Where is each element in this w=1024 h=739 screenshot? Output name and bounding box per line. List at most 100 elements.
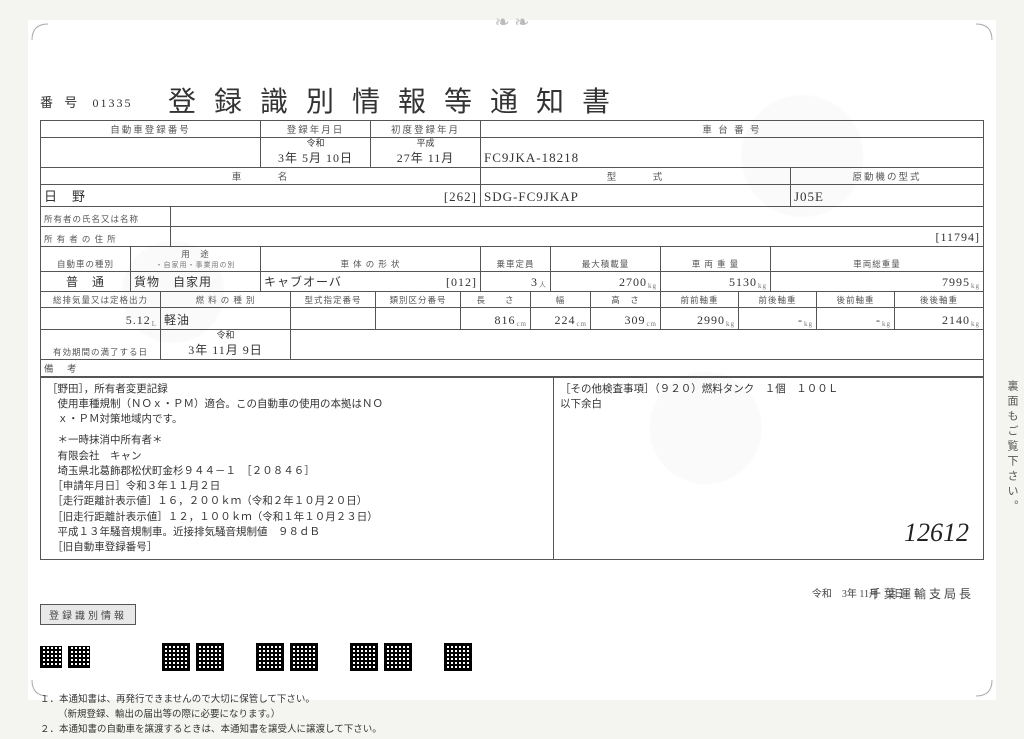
disp-label: 総排気量又は定格出力 xyxy=(41,292,161,307)
ff-num: 2990 xyxy=(697,313,725,328)
reg-date-era: 令和 xyxy=(306,139,324,149)
note-line: （新規登録、輸出の届出等の際に必要になります。） xyxy=(40,708,984,723)
qr-icon xyxy=(290,643,318,671)
chassis-label: 車 台 番 号 xyxy=(481,121,983,137)
load-value: 2700kg xyxy=(551,272,661,291)
weight-label: 車 両 重 量 xyxy=(661,247,771,271)
document-number-value: 01335 xyxy=(93,96,133,110)
disp-value: 5.12L xyxy=(41,308,161,329)
issue-date: 令和 3年 11月 2日 xyxy=(40,585,984,600)
remarks-line: ＊一時抹消中所有者＊ xyxy=(47,433,547,448)
reg-date-text: 3年 5月 10日 xyxy=(278,149,353,166)
qr-icon xyxy=(350,643,378,671)
ff-unit: kg xyxy=(726,320,735,328)
remarks-line: ［旧走行距離計表示値］１２，１００ｋｍ（令和１年１０月２３日） xyxy=(47,510,547,525)
reg-date-value: 令和 3年 5月 10日 xyxy=(261,138,371,167)
use-sublabel: ・自家用・事業用の別 xyxy=(156,260,236,270)
qr-icon xyxy=(40,646,62,668)
hei-num: 309 xyxy=(624,313,645,328)
document-number-label: 番 号 xyxy=(40,95,81,110)
load-unit: kg xyxy=(648,282,657,290)
remarks-line: ｘ・ＰＭ対策地域内です。 xyxy=(47,412,547,427)
first-reg-label: 初度登録年月 xyxy=(371,121,481,137)
cap-label: 乗車定員 xyxy=(481,247,551,271)
ff-label: 前前軸重 xyxy=(661,292,739,307)
owner-addr-value: [11794] xyxy=(171,227,983,246)
class-label: 自動車の種別 xyxy=(41,247,131,271)
remarks-left: ［野田］，所有者変更記録 使用車種規制（ＮＯｘ・ＰＭ）適合。この自動車の使用の本… xyxy=(41,378,553,559)
owner-addr-code: [11794] xyxy=(935,230,980,245)
fr-label: 前後軸重 xyxy=(739,292,817,307)
footer: 令和 3年 11月 2日 千葉運輸支局長 登録識別情報 １．本通知書は、再発行で… xyxy=(40,585,984,739)
expiry-era: 令和 xyxy=(216,331,234,341)
qr-icon xyxy=(384,643,412,671)
wid-unit: cm xyxy=(576,320,587,328)
qr-icon xyxy=(256,643,284,671)
car-name-code: [262] xyxy=(444,189,477,205)
wid-value: 224cm xyxy=(531,308,591,329)
reginfo-label: 登録識別情報 xyxy=(40,604,136,625)
use-value: 貨物 自家用 xyxy=(131,272,261,291)
side-note: 裏面もご覧下さい。 xyxy=(1004,380,1020,515)
wid-num: 224 xyxy=(554,313,575,328)
remarks-line: 有限会社 キャン xyxy=(47,449,547,464)
remarks-right: ［その他検査事項］（９２０）燃料タンク １個 １００Ｌ 以下余白 12612 xyxy=(553,378,983,559)
owner-addr-label: 所 有 者 の 住 所 xyxy=(41,227,171,246)
hei-label: 高 さ xyxy=(591,292,661,307)
disp-unit: L xyxy=(152,320,157,328)
reg-no-value xyxy=(41,138,261,167)
car-type-value: SDG-FC9JKAP xyxy=(481,185,791,206)
len-value: 816cm xyxy=(461,308,531,329)
len-unit: cm xyxy=(516,320,527,328)
class-value: 普 通 xyxy=(41,272,131,291)
remarks-label: 備 考 xyxy=(41,360,983,376)
rf-num: - xyxy=(876,313,881,328)
document-page: ❧ ❧ 番 号 01335 登録識別情報等通知書 裏面もご覧下さい。 自動車登録… xyxy=(28,20,996,700)
rf-unit: kg xyxy=(882,320,891,328)
qr-icon xyxy=(196,643,224,671)
qr-icon xyxy=(162,643,190,671)
body-label: 車 体 の 形 状 xyxy=(261,247,481,271)
use-label: 用 途 ・自家用・事業用の別 xyxy=(131,247,261,271)
gross-label: 車両総重量 xyxy=(771,247,983,271)
rr-num: 2140 xyxy=(942,313,970,328)
engine-label: 原動機の型式 xyxy=(791,168,983,184)
catno-label: 類別区分番号 xyxy=(376,292,461,307)
remarks-line: ［野田］，所有者変更記録 xyxy=(47,382,547,397)
owner-name-value xyxy=(171,207,983,226)
engine-value: J05E xyxy=(791,185,983,206)
typeno-value xyxy=(291,308,376,329)
first-reg-text: 27年 11月 xyxy=(397,149,455,166)
wid-label: 幅 xyxy=(531,292,591,307)
weight-unit: kg xyxy=(758,282,767,290)
car-name-text: 日 野 xyxy=(44,186,86,205)
remarks-line: 埼玉県北葛飾郡松伏町金杉９４４－１ ［２０８４６］ xyxy=(47,464,547,479)
qr-icon xyxy=(444,643,472,671)
expiry-date: 3年 11月 9日 xyxy=(188,341,263,358)
ff-value: 2990kg xyxy=(661,308,739,329)
fr-value: -kg xyxy=(739,308,817,329)
reg-date-label: 登録年月日 xyxy=(261,121,371,137)
signature: 12612 xyxy=(904,514,969,552)
note-line: １．本通知書は、再発行できませんので大切に保管して下さい。 xyxy=(40,693,984,708)
use-label-text: 用 途 xyxy=(181,248,210,260)
reg-no-label: 自動車登録番号 xyxy=(41,121,261,137)
fuel-value: 軽油 xyxy=(161,308,291,329)
cap-num: 3 xyxy=(531,275,538,290)
gross-num: 7995 xyxy=(942,275,970,290)
main-table: 自動車登録番号 登録年月日 初度登録年月 車 台 番 号 令和 3年 5月 10… xyxy=(40,120,984,560)
car-name-value: 日 野 [262] xyxy=(41,185,481,206)
load-label: 最大積載量 xyxy=(551,247,661,271)
remarks-line: ［その他検査事項］（９２０）燃料タンク １個 １００Ｌ xyxy=(560,382,977,397)
qr-icon xyxy=(68,646,90,668)
remarks-line: ［走行距離計表示値］１６，２００ｋｍ（令和２年１０月２０日） xyxy=(47,494,547,509)
rr-value: 2140kg xyxy=(895,308,983,329)
reginfo-row: 登録識別情報 xyxy=(40,604,984,625)
remarks-line: 平成１３年騒音規制車。近接排気騒音規制値 ９８ｄＢ xyxy=(47,525,547,540)
weight-value: 5130kg xyxy=(661,272,771,291)
chassis-value: FC9JKA-18218 xyxy=(481,138,983,167)
remarks-line: ［旧自動車登録番号］ xyxy=(47,540,547,555)
fr-num: - xyxy=(798,313,803,328)
document-number: 番 号 01335 xyxy=(40,92,133,111)
fr-unit: kg xyxy=(804,320,813,328)
